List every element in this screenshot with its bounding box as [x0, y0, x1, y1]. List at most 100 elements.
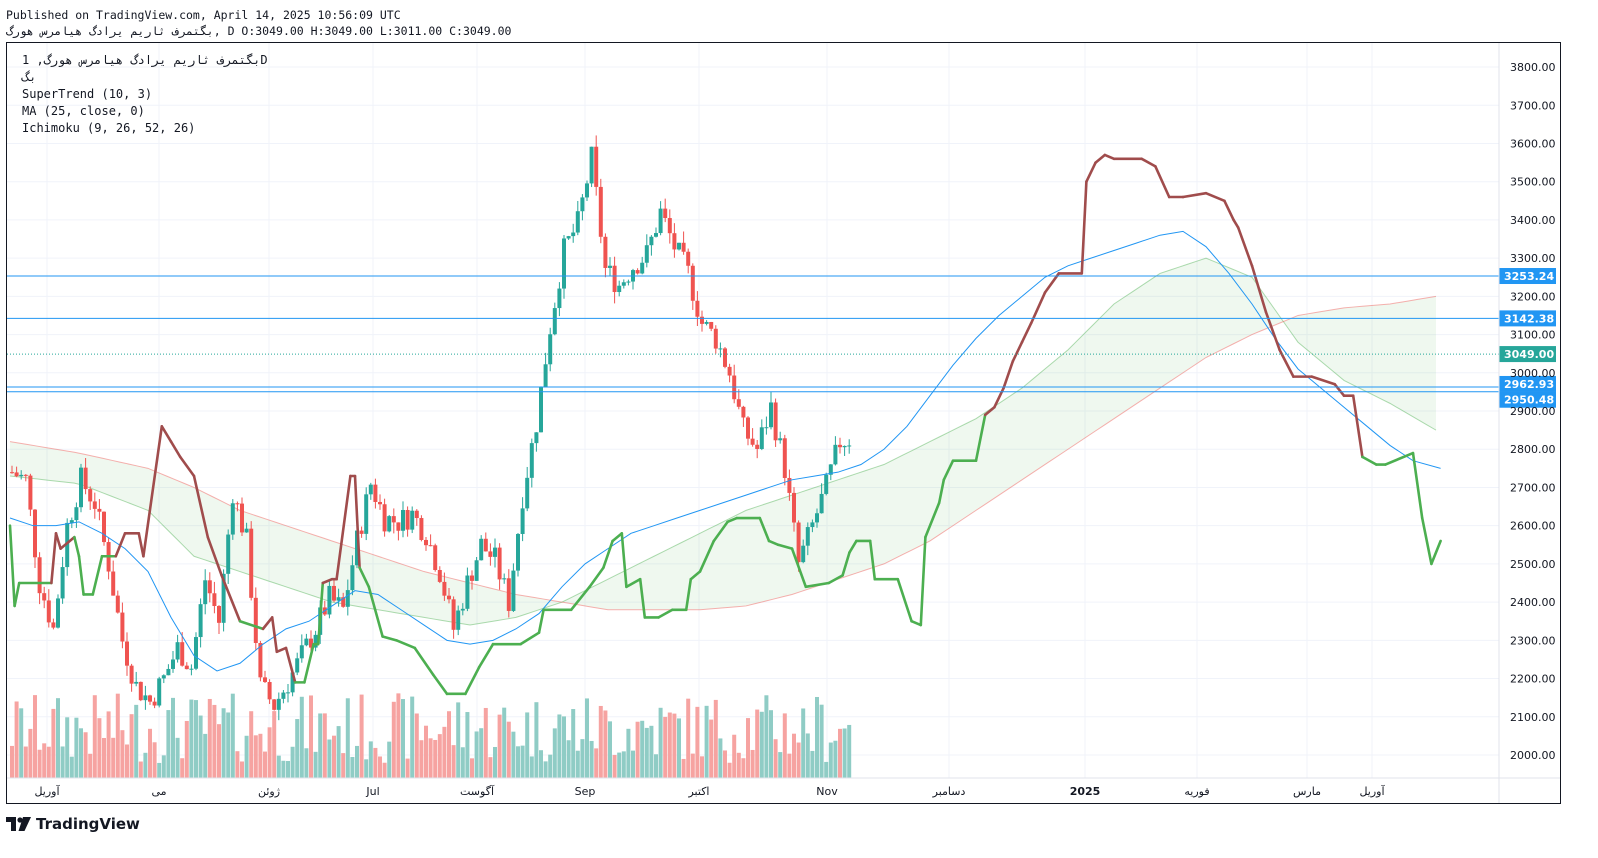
volume-bar — [442, 726, 447, 778]
candle-body — [695, 300, 700, 317]
legend-ichimoku[interactable]: Ichimoku (9, 26, 52, 26) — [22, 121, 196, 135]
candle-body — [681, 242, 686, 252]
volume-bar — [603, 710, 608, 778]
ichimoku-span-a — [9, 257, 1437, 626]
ichimoku-span-b — [9, 295, 1437, 611]
volume-bar — [713, 699, 718, 778]
supertrend-segment — [937, 478, 946, 505]
candle-body — [516, 533, 520, 571]
candle-body — [635, 270, 640, 274]
x-tick-label: اکتبر — [687, 785, 709, 798]
volume-bar — [189, 699, 194, 778]
volume-bar — [511, 731, 516, 778]
volume-bar — [654, 754, 658, 778]
volume-bar — [534, 702, 539, 778]
candle-body — [60, 567, 65, 599]
supertrend-segment — [657, 608, 674, 619]
volume-bar — [667, 712, 672, 778]
volume-bar — [700, 756, 704, 778]
candle-body — [796, 522, 801, 563]
candle-body — [654, 233, 658, 237]
volume-bar — [198, 715, 203, 778]
candle-body — [276, 698, 281, 710]
volume-bar — [649, 725, 654, 778]
supertrend-segment — [367, 585, 384, 638]
candle-body — [194, 637, 198, 669]
price-tag-bg — [1499, 310, 1556, 327]
volume-bar — [782, 713, 787, 778]
supertrend-segment — [910, 619, 923, 627]
candle-body — [690, 265, 695, 301]
price-chart[interactable]: 3253.243142.382962.932950.483049.002000.… — [7, 43, 1560, 803]
candle-body — [488, 551, 493, 557]
supertrend — [8, 153, 1442, 696]
volume-bar — [373, 747, 378, 778]
supertrend-segment — [588, 566, 605, 589]
volume-bar — [69, 756, 74, 778]
volume-bar — [359, 694, 364, 778]
candle-body — [511, 570, 516, 611]
supertrend-segment — [602, 539, 614, 570]
candle-body — [548, 334, 553, 365]
candle-body — [520, 508, 525, 534]
candle-body — [189, 668, 194, 670]
candle-body — [152, 701, 157, 706]
candle-body — [782, 438, 787, 478]
volume-bar — [387, 741, 392, 778]
volume-bar — [631, 750, 635, 778]
candle-body — [805, 527, 810, 546]
volume-bar — [493, 746, 497, 778]
volume-bar — [778, 752, 783, 778]
supertrend-segment — [413, 646, 435, 677]
volume-bar — [212, 704, 217, 778]
legend-ma[interactable]: MA (25, close, 0) — [22, 104, 145, 118]
supertrend-segment — [1333, 382, 1346, 398]
volume-bar — [33, 695, 37, 778]
gridlines — [7, 43, 1499, 778]
y-tick-label: 2600.00 — [1510, 520, 1556, 533]
candle-body — [69, 520, 74, 523]
volume-bar — [801, 708, 806, 778]
candle-body — [33, 509, 37, 558]
volume-bar — [102, 737, 106, 778]
candle-body — [125, 641, 129, 666]
volume-bar — [819, 704, 824, 778]
supertrend-segment — [767, 539, 780, 547]
volume-bar — [56, 698, 60, 778]
volume-bar — [350, 756, 355, 778]
volume-bar — [171, 697, 175, 778]
candle-body — [281, 692, 286, 699]
supertrend-segment — [395, 639, 417, 650]
candle-body — [424, 539, 428, 546]
published-info: Published on TradingView.com, April 14, … — [6, 8, 401, 22]
legend-supertrend[interactable]: SuperTrend (10, 3) — [22, 87, 153, 101]
candle-body — [23, 474, 28, 476]
volume-bar — [759, 711, 764, 778]
volume-bar — [709, 719, 714, 778]
candle-body — [437, 569, 442, 582]
supertrend-segment — [698, 539, 716, 573]
tradingview-brand[interactable]: TradingView — [6, 815, 140, 833]
candle-body — [534, 432, 539, 444]
volume-bar — [746, 718, 750, 778]
candle-body — [562, 238, 566, 289]
candle-body — [456, 610, 461, 630]
brand-name: TradingView — [36, 815, 140, 833]
volume-bar — [787, 753, 792, 778]
volume-bar — [341, 753, 346, 778]
volume-bar — [295, 719, 300, 778]
candle-body — [345, 590, 350, 607]
candle-body — [364, 494, 369, 534]
candle-body — [686, 251, 691, 266]
volume-bar — [267, 727, 272, 778]
candle-body — [19, 474, 24, 477]
supertrend-segment — [1232, 218, 1240, 229]
candle-body — [217, 606, 221, 623]
volume-bar — [157, 762, 162, 778]
supertrend-segment — [91, 554, 104, 596]
chart-frame[interactable]: 3253.24 3142.38 2962.93 2950.48 3049.00 2000.… — [6, 42, 1561, 804]
price-tag: 3142.38 — [1499, 310, 1556, 327]
supertrend-segment — [220, 574, 242, 623]
candle-body — [295, 658, 300, 673]
supertrend-segment — [59, 535, 76, 550]
